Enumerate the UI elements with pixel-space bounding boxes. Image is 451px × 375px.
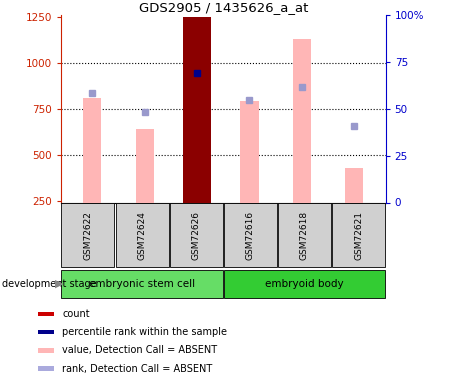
FancyBboxPatch shape <box>278 203 331 267</box>
FancyBboxPatch shape <box>332 203 385 267</box>
Bar <box>345 168 364 202</box>
Bar <box>135 129 154 203</box>
FancyBboxPatch shape <box>61 203 115 267</box>
Text: GSM72621: GSM72621 <box>354 211 363 260</box>
Title: GDS2905 / 1435626_a_at: GDS2905 / 1435626_a_at <box>138 1 308 14</box>
Text: GSM72622: GSM72622 <box>83 211 92 260</box>
Text: percentile rank within the sample: percentile rank within the sample <box>62 327 227 337</box>
Text: GSM72626: GSM72626 <box>192 211 201 260</box>
Text: GSM72616: GSM72616 <box>246 211 255 260</box>
FancyBboxPatch shape <box>170 203 223 267</box>
FancyBboxPatch shape <box>224 203 277 267</box>
Text: value, Detection Call = ABSENT: value, Detection Call = ABSENT <box>62 345 217 355</box>
Bar <box>38 312 54 316</box>
Bar <box>38 348 54 352</box>
Text: embryoid body: embryoid body <box>265 279 344 289</box>
Text: GSM72624: GSM72624 <box>138 211 147 260</box>
Bar <box>240 101 258 202</box>
Text: ▶: ▶ <box>55 279 64 289</box>
FancyBboxPatch shape <box>115 203 169 267</box>
Text: embryonic stem cell: embryonic stem cell <box>89 279 195 289</box>
Text: GSM72618: GSM72618 <box>300 211 309 260</box>
Text: rank, Detection Call = ABSENT: rank, Detection Call = ABSENT <box>62 363 213 374</box>
Text: development stage: development stage <box>2 279 97 289</box>
FancyBboxPatch shape <box>61 270 223 298</box>
Bar <box>183 17 211 203</box>
FancyBboxPatch shape <box>224 270 385 298</box>
Bar <box>38 366 54 371</box>
Bar <box>83 98 101 202</box>
Bar <box>293 39 311 203</box>
Text: count: count <box>62 309 90 319</box>
Bar <box>38 330 54 334</box>
